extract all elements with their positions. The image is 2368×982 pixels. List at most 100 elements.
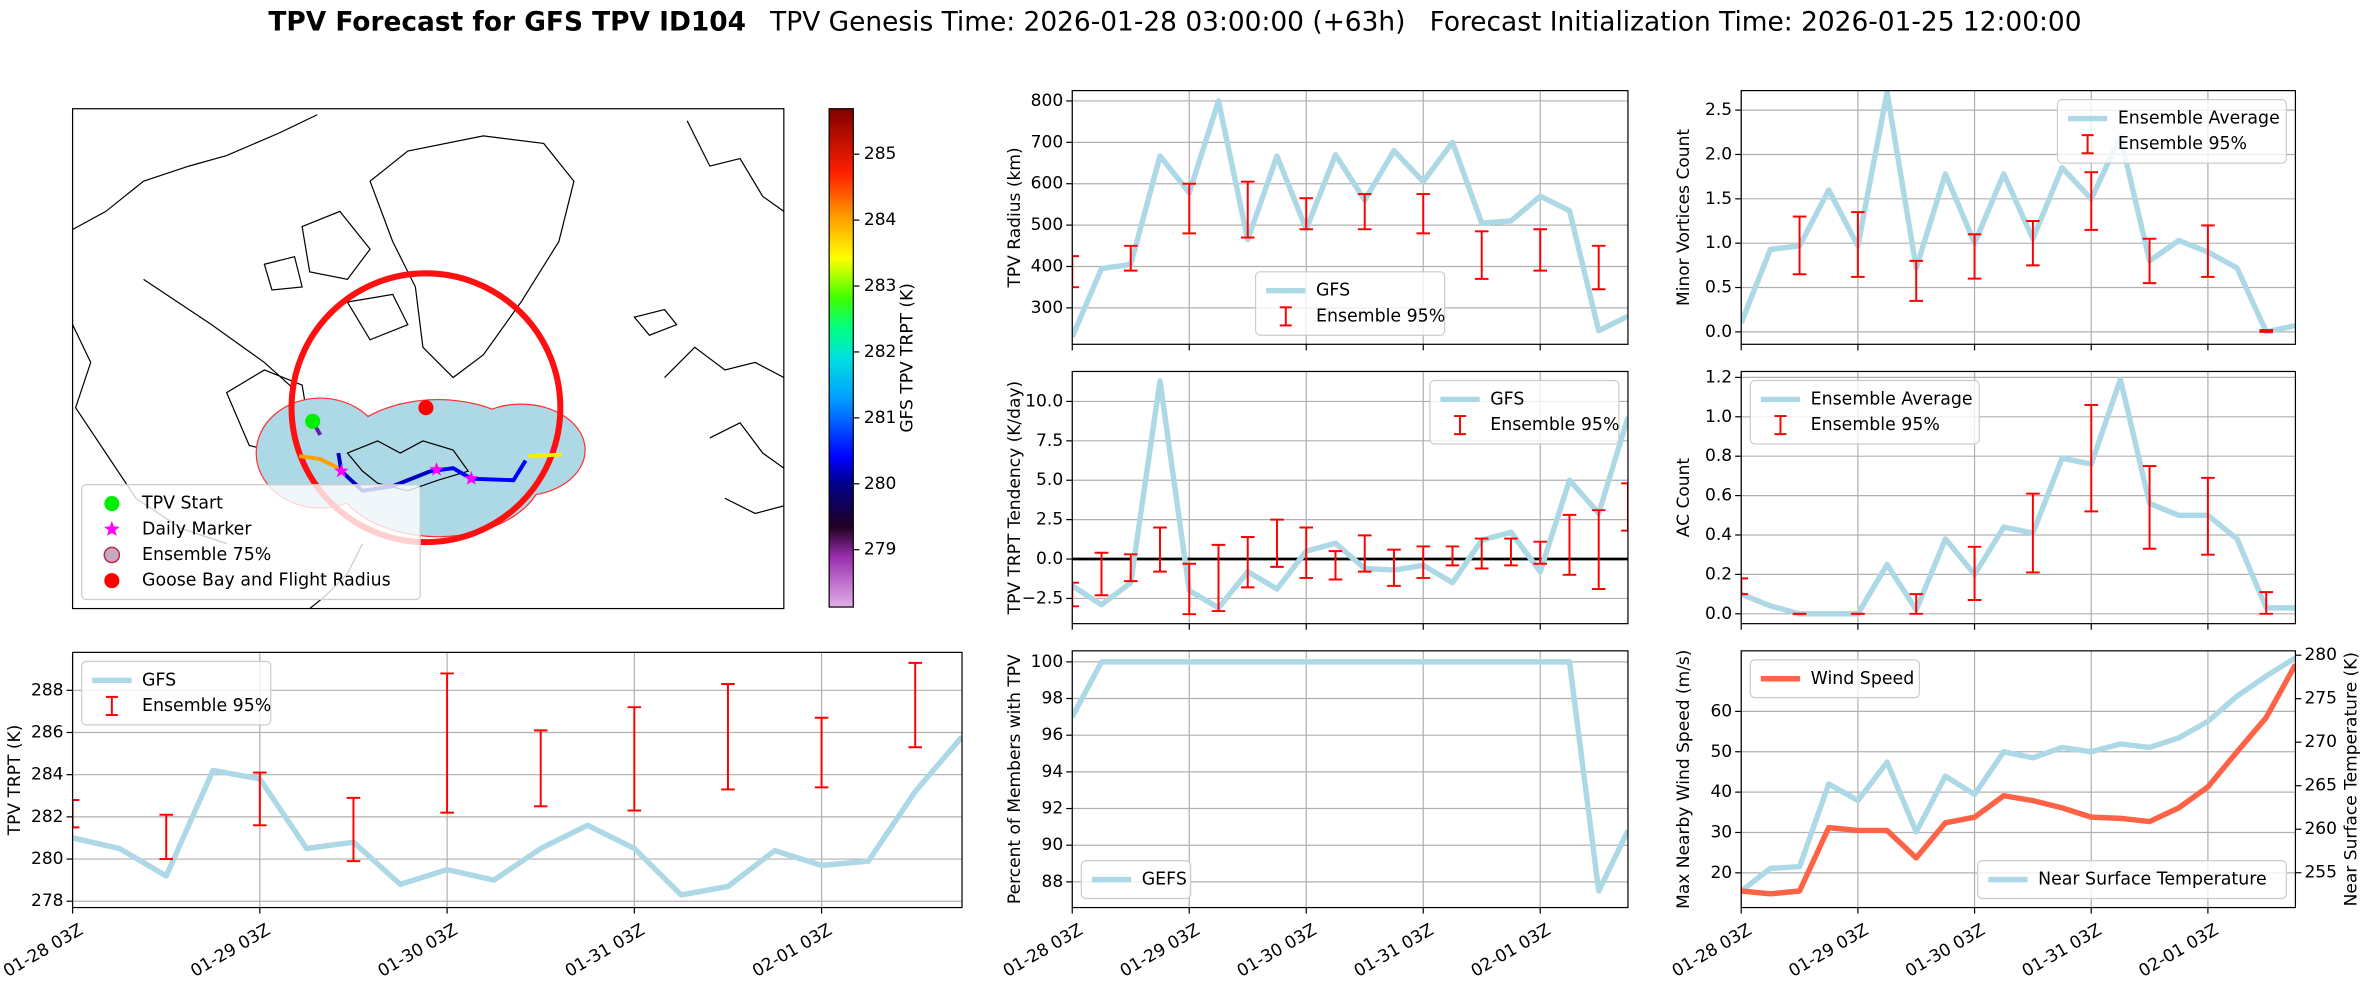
- error-bar: [814, 716, 829, 789]
- y2-tick-label: 255: [2304, 863, 2337, 883]
- error-bar: [1909, 259, 1924, 302]
- y2-tick-label: 265: [2304, 776, 2337, 796]
- error-bar: [1416, 193, 1431, 235]
- track-segment: [528, 452, 562, 459]
- legend: Ensemble Average Ensemble 95%: [1749, 379, 1980, 445]
- y-tick-label: 88: [1041, 872, 1063, 892]
- series-line: [1072, 98, 1628, 338]
- y-axis-label: Percent of Members with TPV: [1005, 654, 1025, 904]
- map-content: [72, 114, 784, 609]
- legend-marker: [104, 496, 120, 512]
- x-tick-label: 01-30 03Z: [1902, 920, 1988, 981]
- y-tick-label: 500: [1031, 215, 1064, 235]
- error-bar: [1474, 230, 1489, 280]
- error-bar: [1182, 182, 1197, 235]
- legend-label: TPV Start: [141, 494, 223, 514]
- daily-marker: [429, 462, 444, 476]
- y-tick-label: 40: [1710, 782, 1732, 802]
- y-tick-label: 700: [1031, 132, 1064, 152]
- legend: Ensemble Average Ensemble 95%: [2056, 99, 2287, 164]
- error-bar: [1562, 513, 1577, 576]
- title-main: TPV Forecast for GFS TPV ID104: [268, 6, 746, 37]
- error-bar: [1851, 211, 1865, 278]
- y-axis-label: TPV TRPT Tendency (K/day): [1005, 381, 1025, 616]
- error-bar: [1357, 534, 1372, 573]
- legend-frame: [1254, 271, 1446, 336]
- error-bar: [1416, 545, 1431, 579]
- y-tick-label: 50: [1710, 742, 1732, 762]
- error-bar: [346, 796, 361, 863]
- error-bar: [908, 661, 923, 749]
- error-bar: [1328, 550, 1343, 581]
- y-tick-label: 278: [31, 891, 64, 911]
- plot-frame: [1740, 650, 2297, 909]
- legend-label: GEFS: [1142, 870, 1187, 890]
- y-tick-label: 0.4: [1705, 525, 1732, 545]
- series-line: [72, 734, 963, 898]
- y-tick-label: 1.5: [1705, 189, 1732, 209]
- error-bar: [1533, 228, 1548, 272]
- error-bar: [533, 729, 548, 808]
- y2-tick-label: 260: [2304, 819, 2337, 839]
- legend-label: Wind Speed: [1811, 669, 1915, 689]
- y-tick-label: 7.5: [1036, 431, 1063, 451]
- ensemble-fill: [457, 404, 585, 496]
- y2-tick-label: 270: [2304, 732, 2337, 752]
- y-tick-label: 0.5: [1705, 278, 1732, 298]
- error-bar: [627, 706, 642, 812]
- plot-frame: [1071, 650, 1629, 909]
- error-bar: [1621, 482, 1628, 532]
- y-tick-label: 600: [1031, 174, 1064, 194]
- x-tick-label: 01-28 03Z: [0, 920, 86, 981]
- y-tick-label: 5.0: [1036, 470, 1063, 490]
- legend-frame: [81, 484, 421, 601]
- error-bar: [1474, 537, 1489, 570]
- y2-tick-label: 280: [2304, 645, 2337, 665]
- x-tick-label: 01-31 03Z: [2019, 920, 2105, 981]
- daily-marker: [334, 463, 349, 478]
- plot-area: [72, 661, 963, 898]
- y-tick-label: 96: [1041, 725, 1063, 745]
- legend-frame: [1749, 379, 1980, 445]
- series-line: [1741, 376, 2296, 617]
- y-tick-label: 0.0: [1705, 604, 1732, 624]
- error-bar: [1299, 526, 1314, 579]
- error-bar: [1741, 577, 1749, 596]
- x-tick-label: 02-01 03Z: [749, 920, 835, 981]
- error-bar: [1967, 545, 1982, 601]
- legend: Near Surface Temperature: [1977, 860, 2287, 900]
- x-tick-label: 01-28 03Z: [1000, 920, 1086, 981]
- legend-label: GFS: [1316, 281, 1350, 301]
- error-bar: [1182, 562, 1197, 616]
- legend-label: Ensemble 95%: [1316, 306, 1445, 326]
- legend: GFS Ensemble 95%: [81, 660, 272, 726]
- colorbar-tick-label: 285: [864, 144, 897, 164]
- plot-area: [1072, 98, 1628, 338]
- error-bar: [1357, 193, 1372, 231]
- legend-marker: [103, 546, 121, 564]
- colorbar-label: GFS TPV TRPT (K): [898, 283, 918, 433]
- daily-marker: [464, 471, 479, 485]
- legend-frame: [81, 660, 272, 726]
- y-tick-label: 92: [1041, 799, 1063, 819]
- coastline: [369, 135, 575, 379]
- error-bar: [1240, 180, 1255, 239]
- flight-radius: [288, 270, 564, 546]
- error-bar: [2201, 476, 2215, 556]
- error-bar: [721, 683, 735, 791]
- error-bar: [1094, 551, 1109, 597]
- error-bar: [72, 799, 80, 829]
- error-bar: [1909, 593, 1924, 615]
- series-line: [1741, 655, 2296, 894]
- legend: Wind Speed: [1749, 659, 1921, 699]
- error-bar: [1123, 553, 1138, 583]
- plot-area: [1741, 90, 2296, 335]
- error-bar: [2201, 224, 2215, 278]
- y-tick-label: 400: [1031, 256, 1064, 276]
- legend-label: Ensemble 95%: [2118, 134, 2247, 154]
- error-bar: [1504, 537, 1518, 567]
- series-line: [1741, 90, 2296, 335]
- y-tick-label: 300: [1031, 298, 1064, 318]
- y-tick-label: 10.0: [1025, 391, 1063, 411]
